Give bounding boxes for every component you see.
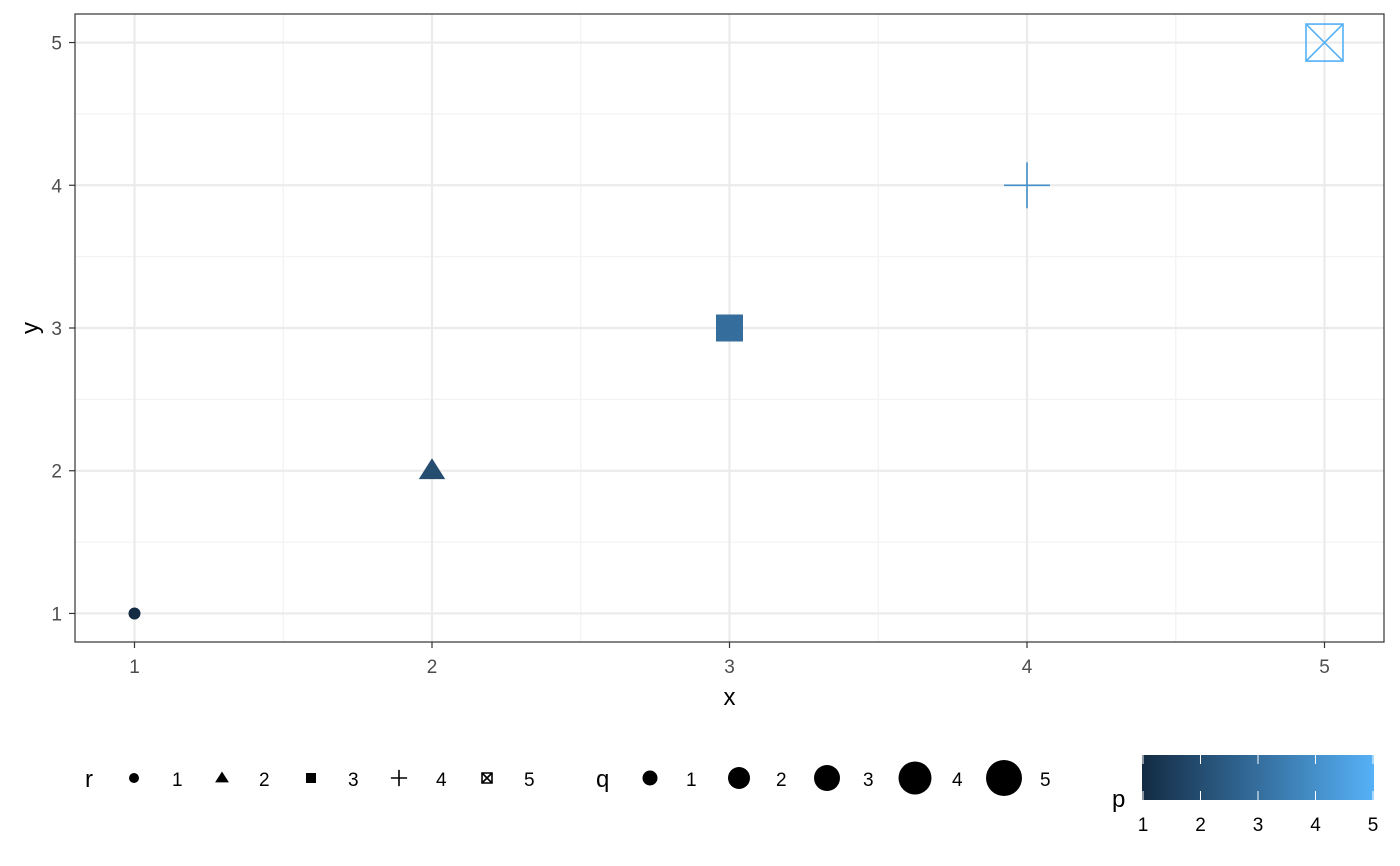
data-point xyxy=(716,314,743,342)
data-point xyxy=(418,458,446,480)
legend-size-label: 2 xyxy=(776,770,787,791)
y-tick-label: 5 xyxy=(51,34,62,55)
legend-shape: r 1 2 3 4 5 xyxy=(85,766,535,793)
legend-size-label: 1 xyxy=(686,770,697,791)
data-point xyxy=(1004,162,1050,209)
legend-color-label: 2 xyxy=(1195,815,1206,836)
legend-shape-key xyxy=(306,773,316,783)
legend-shape-label: 2 xyxy=(259,770,270,791)
legend-shape-label: 4 xyxy=(436,770,447,791)
legend-color-label: 5 xyxy=(1368,815,1379,836)
x-tick-label: 5 xyxy=(1319,657,1330,678)
legend-shape-key xyxy=(390,769,408,787)
y-tick-label: 2 xyxy=(51,462,62,483)
legend-size-label: 5 xyxy=(1040,770,1051,791)
legend-shape-key xyxy=(215,771,229,783)
legend-color-label: 4 xyxy=(1310,815,1321,836)
legend-shape-key xyxy=(481,772,493,784)
legend-shape-key xyxy=(129,773,139,783)
y-tick-label: 4 xyxy=(51,176,62,197)
y-axis-title: y xyxy=(17,322,44,334)
data-point xyxy=(128,607,141,620)
legend-size-label: 4 xyxy=(952,770,963,791)
legend-size-key xyxy=(898,761,932,795)
legend-shape-label: 3 xyxy=(348,770,359,791)
legend-size-title: q xyxy=(596,766,609,793)
legend-size-key xyxy=(986,760,1022,796)
data-point xyxy=(1305,23,1344,62)
legend-shape-title: r xyxy=(85,766,93,793)
data-points xyxy=(128,23,1344,620)
legend-color: p1 2 3 4 5 xyxy=(1112,755,1378,836)
legend-color-label: 1 xyxy=(1138,815,1149,836)
y-tick-label: 1 xyxy=(51,604,62,625)
legend-size-key xyxy=(814,765,840,791)
legend-color-title: p xyxy=(1112,786,1125,813)
legend-color-label: 3 xyxy=(1253,815,1264,836)
x-tick-label: 3 xyxy=(724,657,735,678)
legend-size: q 1 2 3 4 5 xyxy=(596,760,1051,796)
x-tick-label: 4 xyxy=(1022,657,1033,678)
legend-shape-label: 5 xyxy=(524,770,535,791)
legend-shape-label: 1 xyxy=(172,770,183,791)
x-axis-title: x xyxy=(724,684,736,711)
x-tick-label: 1 xyxy=(129,657,140,678)
legend-size-label: 3 xyxy=(863,770,874,791)
legend-size-key xyxy=(728,767,750,789)
y-tick-label: 3 xyxy=(51,319,62,340)
axes: 1 2 3 4 5 1 2 3 4 5 xyxy=(51,34,1329,678)
legend-size-key xyxy=(642,770,658,786)
x-tick-label: 2 xyxy=(427,657,438,678)
